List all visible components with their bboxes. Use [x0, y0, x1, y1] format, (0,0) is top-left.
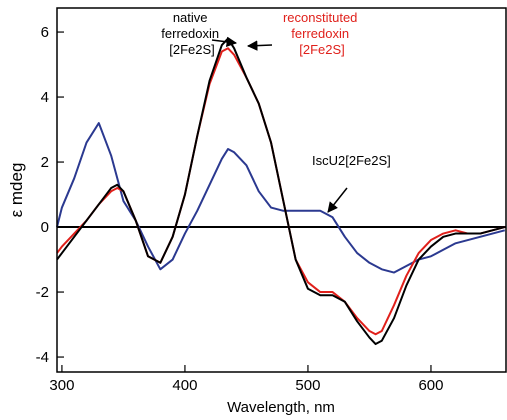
annotation-arrow [211, 36, 238, 48]
y-tick-label: 4 [41, 89, 49, 106]
annotation-arrow [327, 187, 348, 213]
x-tick-label: 400 [172, 377, 197, 394]
annotation-arrow [246, 40, 273, 51]
y-axis-title: ε mdeg [7, 163, 26, 218]
annotation-line: native [173, 10, 208, 25]
annotation-line: [2Fe2S] [299, 42, 345, 57]
y-tick-label: -2 [36, 284, 49, 301]
plot-frame [56, 7, 507, 373]
annotation: IscU2[2Fe2S] [312, 153, 391, 168]
plot-area [56, 37, 506, 346]
annotation: reconstituted ferredoxin [2Fe2S] [283, 10, 361, 57]
x-axis-title: Wavelength, nm [227, 399, 335, 416]
y-tick-label: 2 [41, 154, 49, 171]
x-tick-label: 600 [418, 377, 443, 394]
annotation-line: ferredoxin [291, 26, 349, 41]
y-tick-label: -4 [36, 349, 49, 366]
series-line [56, 37, 506, 346]
x-tick-label: 300 [49, 377, 74, 394]
series-line [56, 122, 506, 274]
annotation-line: reconstituted [283, 10, 357, 25]
annotation-line: [2Fe2S] [169, 42, 215, 57]
annotation: native ferredoxin [2Fe2S] [161, 10, 222, 57]
y-tick-label: 6 [41, 24, 49, 41]
x-tick-label: 500 [295, 377, 320, 394]
annotation-line: ferredoxin [161, 26, 219, 41]
y-tick-label: 0 [41, 219, 49, 236]
